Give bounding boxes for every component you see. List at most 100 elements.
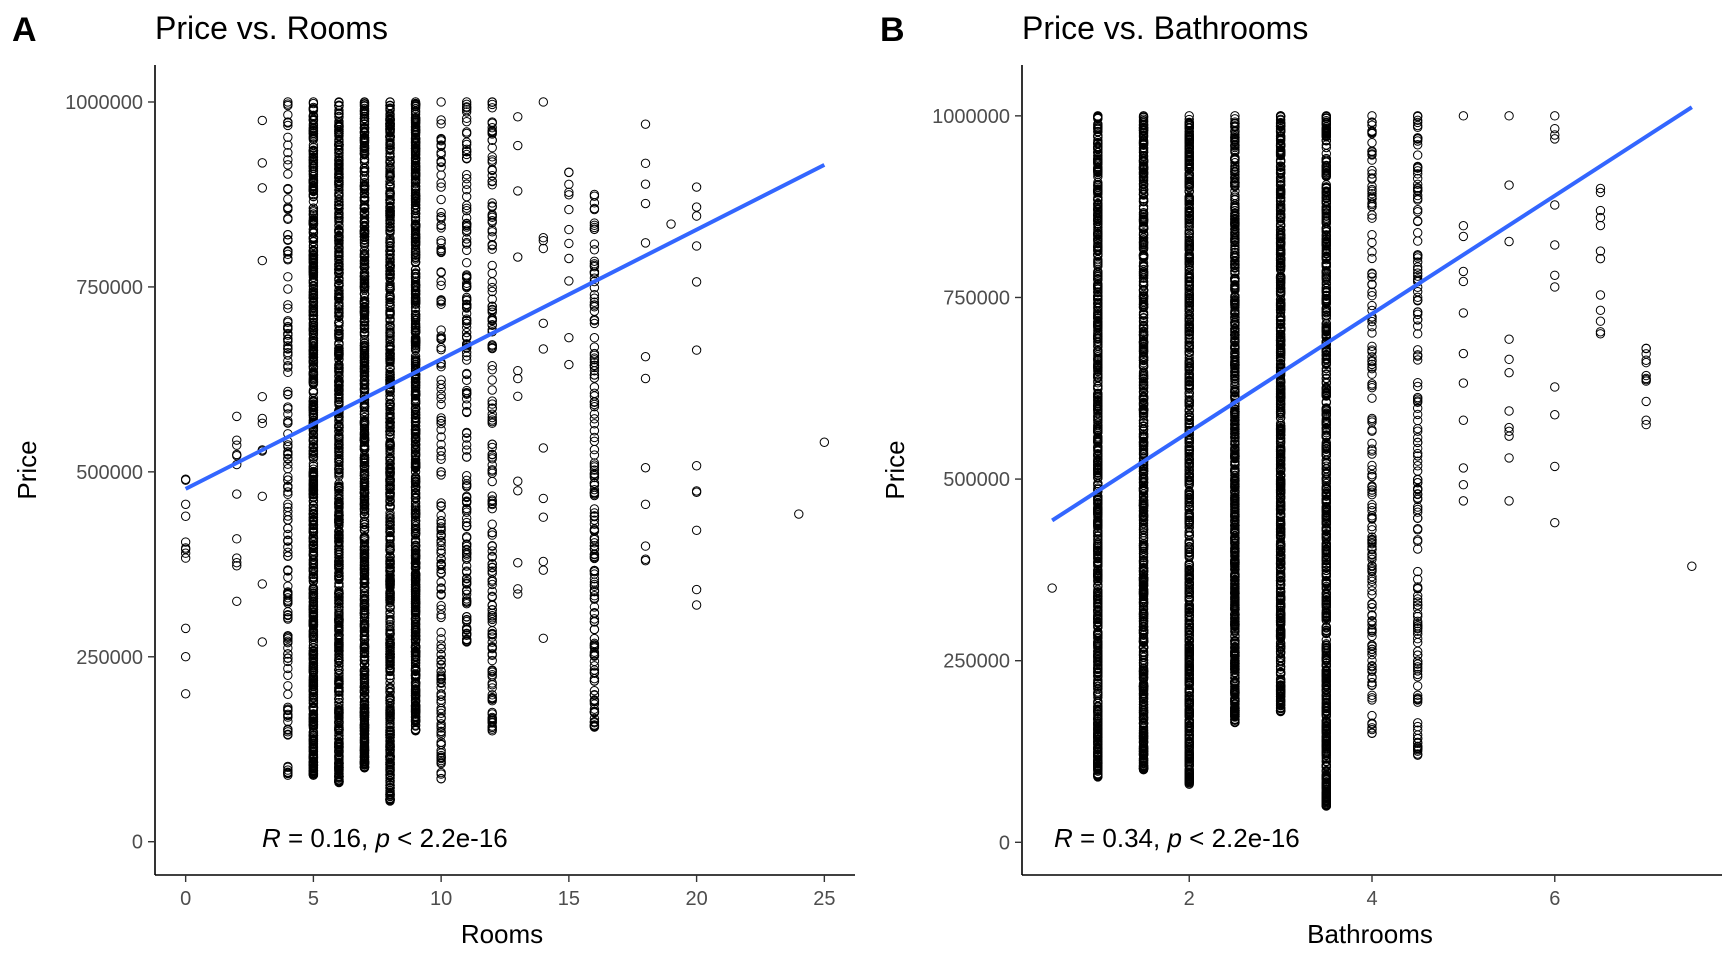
data-point [514, 187, 522, 195]
data-point [258, 414, 266, 422]
panel-b-title: Price vs. Bathrooms [1022, 10, 1308, 46]
data-point [590, 603, 598, 611]
data-point [181, 500, 189, 508]
data-point [565, 168, 573, 176]
panel-a-y-tick-label: 250000 [76, 647, 143, 669]
data-point [590, 334, 598, 342]
data-point [514, 392, 522, 400]
panel-a-tag: A [12, 11, 37, 49]
panel-b-y-tick-label: 750000 [943, 287, 1010, 309]
data-point [258, 638, 266, 646]
data-point [233, 441, 241, 449]
data-point [284, 195, 292, 203]
data-point [641, 374, 649, 382]
data-point [488, 228, 496, 236]
data-point [233, 535, 241, 543]
data-point [514, 590, 522, 598]
data-point [181, 653, 189, 661]
data-point [284, 273, 292, 281]
data-point [233, 597, 241, 605]
data-point [284, 133, 292, 141]
panel-b-y-tick-label: 1000000 [932, 106, 1010, 128]
data-point [590, 246, 598, 254]
data-point [181, 512, 189, 520]
data-point [514, 253, 522, 261]
panel-b-tag: B [880, 11, 905, 49]
data-point [309, 388, 317, 396]
data-point [488, 601, 496, 609]
data-point [488, 520, 496, 528]
panel-a-y-tick-label: 1000000 [65, 92, 143, 114]
data-point [641, 500, 649, 508]
data-point [437, 690, 445, 698]
panel-b-x-tick-label: 4 [1366, 888, 1377, 910]
data-point [692, 601, 700, 609]
data-point [641, 120, 649, 128]
panel-b-x-tick-label: 6 [1549, 888, 1560, 910]
data-point [539, 444, 547, 452]
data-point [181, 624, 189, 632]
data-point [258, 419, 266, 427]
data-point [258, 116, 266, 124]
panel-a: A Price vs. Rooms Rooms Price 0250000500… [12, 10, 855, 949]
data-point [181, 690, 189, 698]
data-point [539, 634, 547, 642]
data-point [258, 580, 266, 588]
data-point [284, 205, 292, 213]
data-point [258, 392, 266, 400]
panel-a-y-axis-title: Price [12, 440, 42, 499]
data-point [284, 418, 292, 426]
data-point [462, 180, 470, 188]
panel-a-y-tick-label: 500000 [76, 462, 143, 484]
data-point [514, 374, 522, 382]
data-point [692, 462, 700, 470]
panel-a-title: Price vs. Rooms [155, 10, 388, 46]
panel-b-x-axis-title: Bathrooms [1307, 919, 1433, 949]
data-point [488, 269, 496, 277]
data-point [692, 278, 700, 286]
data-point [437, 343, 445, 351]
data-point [284, 357, 292, 365]
data-point [539, 319, 547, 327]
data-point [437, 346, 445, 354]
data-point [488, 477, 496, 485]
panel-a-regression-line [186, 165, 825, 489]
data-point [437, 447, 445, 455]
data-point [488, 261, 496, 269]
data-point [514, 366, 522, 374]
data-point [565, 254, 573, 262]
panel-a-x-tick-label: 25 [813, 888, 835, 910]
data-point [539, 98, 547, 106]
data-point [692, 242, 700, 250]
data-point [590, 415, 598, 423]
data-point [462, 259, 470, 267]
data-point [641, 180, 649, 188]
data-point [284, 682, 292, 690]
data-point [284, 161, 292, 169]
data-point [258, 256, 266, 264]
data-point [514, 585, 522, 593]
data-point [692, 183, 700, 191]
data-point [641, 464, 649, 472]
data-point [258, 184, 266, 192]
data-point [692, 346, 700, 354]
data-point [284, 285, 292, 293]
data-point [641, 239, 649, 247]
data-point [795, 510, 803, 518]
data-point [641, 352, 649, 360]
data-point [692, 212, 700, 220]
data-point [590, 461, 598, 469]
panel-a-x-tick-label: 5 [308, 888, 319, 910]
data-point [565, 333, 573, 341]
data-point [539, 566, 547, 574]
data-point [565, 205, 573, 213]
data-point [820, 438, 828, 446]
panel-b: B Price vs. Bathrooms Bathrooms Price 02… [880, 10, 1722, 949]
data-point [462, 508, 470, 516]
data-point [258, 492, 266, 500]
data-point [488, 98, 496, 106]
panel-a-r-text: = 0.16, [281, 823, 376, 853]
data-point [539, 345, 547, 353]
